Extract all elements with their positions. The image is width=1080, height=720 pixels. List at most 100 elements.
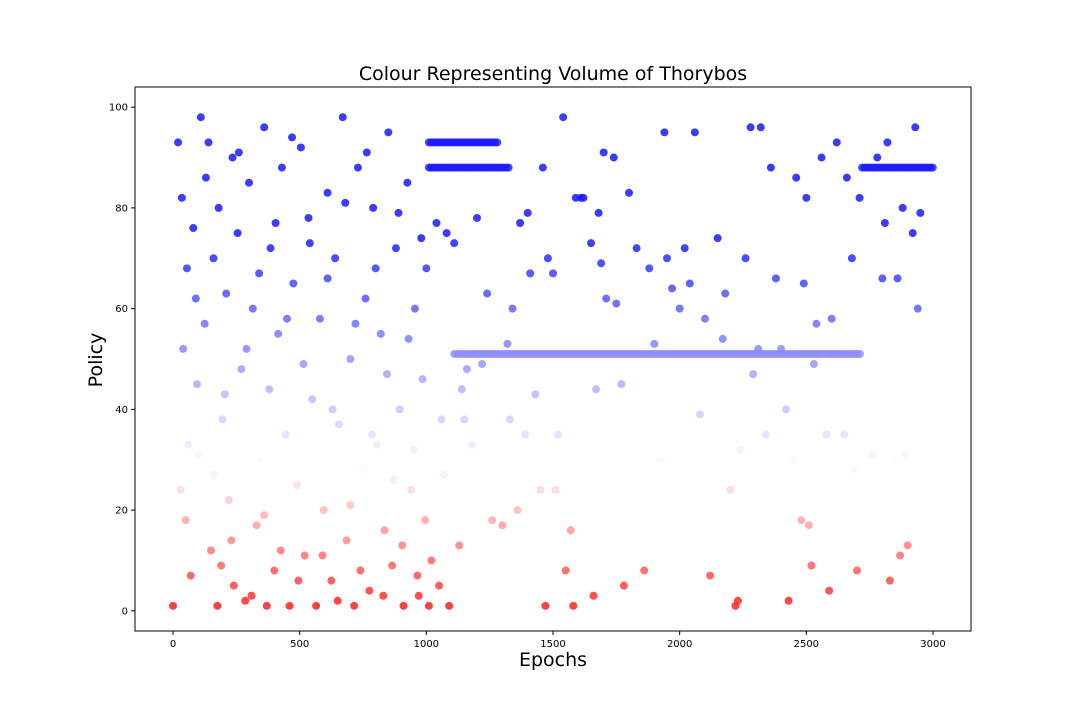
scatter-point <box>191 294 200 303</box>
points-layer <box>169 113 937 610</box>
scatter-point <box>741 254 750 263</box>
scatter-point <box>513 506 522 515</box>
scatter-point <box>247 591 256 600</box>
y-tick-label: 60 <box>115 304 128 315</box>
scatter-point <box>328 405 337 414</box>
scatter-point <box>346 501 355 510</box>
scatter-point <box>680 244 689 253</box>
scatter-point <box>222 289 231 298</box>
scatter-point <box>398 541 407 550</box>
y-axis-label: Policy <box>85 333 107 388</box>
scatter-point <box>721 289 730 298</box>
scatter-point <box>736 445 745 454</box>
scatter-point <box>777 344 785 353</box>
scatter-point <box>288 133 297 142</box>
scatter-point <box>726 485 735 494</box>
scatter-point <box>194 450 203 459</box>
scatter-point <box>685 279 694 288</box>
scatter-point <box>891 455 899 464</box>
scatter-point <box>262 601 271 610</box>
scatter-point <box>913 304 922 313</box>
scatter-point <box>802 193 811 202</box>
scatter-point <box>351 319 360 328</box>
scatter-point <box>220 390 229 399</box>
scatter-point <box>209 254 218 263</box>
scatter-point <box>812 319 821 328</box>
scatter-point <box>213 601 222 610</box>
scatter-point <box>379 591 388 600</box>
scatter-point <box>233 229 242 238</box>
scatter-point <box>404 334 413 343</box>
scatter-point <box>521 430 530 439</box>
scatter-point <box>409 445 418 454</box>
x-tick-label: 500 <box>290 639 309 650</box>
scatter-point <box>850 465 859 474</box>
scatter-point <box>840 430 849 439</box>
scatter-point <box>296 143 305 152</box>
band-point <box>856 349 865 358</box>
scatter-point <box>346 355 355 363</box>
scatter-point <box>323 274 332 283</box>
scatter-point <box>746 123 755 132</box>
scatter-point <box>372 440 381 449</box>
scatter-point <box>248 304 257 313</box>
scatter-point <box>782 405 791 414</box>
scatter-point <box>718 334 727 343</box>
scatter-point <box>873 153 882 162</box>
scatter-point <box>318 551 327 560</box>
scatter-point <box>754 344 763 353</box>
scatter-point <box>878 274 887 283</box>
scatter-point <box>184 440 193 449</box>
scatter-point <box>594 208 603 217</box>
scatter-point <box>353 163 362 172</box>
scatter-point <box>380 526 389 535</box>
chart-title: Colour Representing Volume of Thorybos <box>359 63 747 85</box>
scatter-point <box>804 521 813 530</box>
scatter-point <box>228 153 237 162</box>
scatter-point <box>338 113 347 122</box>
scatter-point <box>266 244 275 253</box>
scatter-point <box>384 128 393 137</box>
scatter-point <box>619 581 628 590</box>
scatter-point <box>388 561 397 570</box>
scatter-point <box>599 148 608 157</box>
scatter-point <box>265 385 274 394</box>
scatter-point <box>418 375 427 384</box>
scatter-point <box>663 254 671 263</box>
scatter-point <box>462 365 471 374</box>
scatter-point <box>421 516 430 525</box>
band-point <box>928 163 937 172</box>
scatter-point <box>315 314 324 323</box>
scatter-point <box>733 596 742 605</box>
scatter-point <box>367 430 376 439</box>
scatter-point <box>832 138 841 147</box>
scatter-point <box>274 329 283 338</box>
x-tick-label: 1000 <box>414 639 439 650</box>
scatter-point <box>749 370 758 379</box>
scatter-point <box>617 380 626 389</box>
scatter-point <box>186 571 195 580</box>
scatter-point <box>376 329 385 338</box>
scatter-point <box>538 163 547 172</box>
scatter-point <box>863 460 872 469</box>
scatter-point <box>260 511 269 520</box>
scatter-point <box>209 470 218 479</box>
scatter-point <box>227 536 236 545</box>
scatter-point <box>625 188 633 197</box>
scatter-point <box>668 284 677 293</box>
scatter-point <box>440 470 449 479</box>
scatter-point <box>361 294 370 303</box>
scatter-point <box>640 566 649 575</box>
scatter-point <box>389 475 398 484</box>
scatter-point <box>898 203 907 212</box>
scatter-point <box>827 314 836 323</box>
scatter-point <box>706 571 715 580</box>
scatter-point <box>536 485 545 494</box>
scatter-point <box>792 173 801 182</box>
scatter-point <box>809 360 818 369</box>
band-point <box>493 138 502 147</box>
scatter-point <box>645 264 654 273</box>
scatter-point <box>417 234 426 243</box>
scatter-point <box>204 138 213 147</box>
scatter-point <box>310 460 319 469</box>
